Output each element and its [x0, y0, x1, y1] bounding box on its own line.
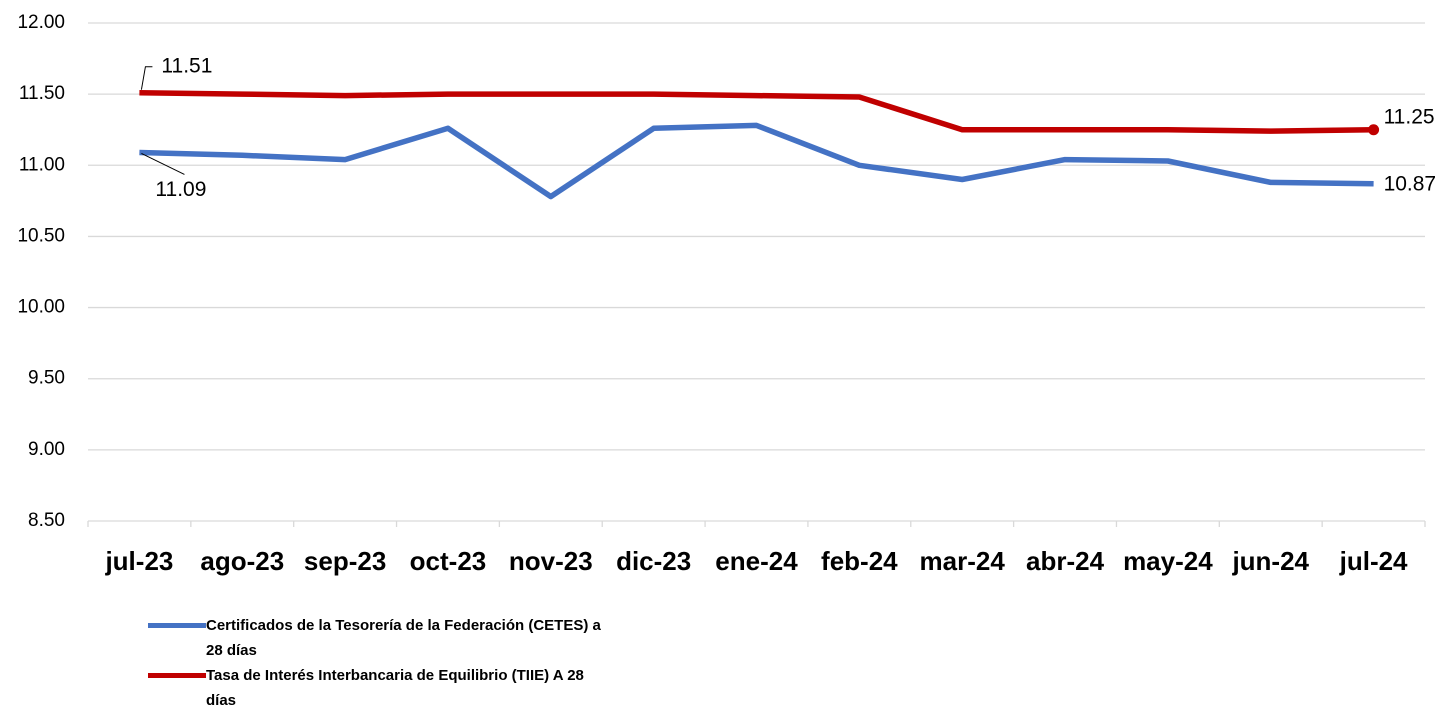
data-label: 11.25	[1384, 105, 1435, 128]
x-tick-label: dic-23	[616, 546, 691, 576]
y-tick-label: 9.00	[28, 439, 65, 460]
y-tick-label: 10.50	[17, 225, 65, 246]
y-tick-label: 11.50	[19, 83, 65, 104]
x-tick-label: sep-23	[304, 546, 386, 576]
data-label: 11.09	[155, 178, 206, 201]
y-tick-label: 8.50	[28, 510, 65, 531]
x-tick-label: jul-23	[104, 546, 173, 576]
leader-line	[141, 153, 185, 175]
x-tick-label: mar-24	[920, 546, 1006, 576]
x-tick-label: nov-23	[509, 546, 593, 576]
x-tick-label: oct-23	[410, 546, 487, 576]
legend-item: Tasa de Interés Interbancaria de Equilib…	[148, 663, 618, 713]
chart: 8.50 9.00 9.50 10.00 10.50 11.00 11.50 12.00 jul…	[17, 12, 1437, 576]
legend-swatch	[148, 623, 206, 628]
point-marker	[1368, 124, 1380, 136]
legend-label: Certificados de la Tesorería de la Feder…	[206, 617, 601, 659]
data-label: 10.87	[1384, 172, 1437, 195]
x-tick-label: jun-24	[1231, 546, 1309, 576]
y-tick-label: 9.50	[28, 368, 65, 389]
data-label: 11.51	[161, 54, 212, 77]
series-line	[139, 122, 1374, 200]
x-tick-label: feb-24	[821, 546, 898, 576]
legend-swatch	[148, 673, 206, 678]
x-tick-label: abr-24	[1026, 546, 1105, 576]
y-tick-label: 10.00	[17, 297, 65, 318]
x-tick-label: may-24	[1123, 546, 1213, 576]
y-tick-label: 12.00	[17, 12, 65, 33]
legend-item: Certificados de la Tesorería de la Feder…	[148, 613, 618, 663]
x-tick-label: ago-23	[200, 546, 284, 576]
y-tick-label: 11.00	[19, 154, 65, 175]
series-line	[139, 89, 1374, 134]
x-tick-label: jul-24	[1339, 546, 1408, 576]
x-tick-label: ene-24	[715, 546, 798, 576]
leader-line	[140, 66, 153, 90]
legend-label: Tasa de Interés Interbancaria de Equilib…	[206, 667, 584, 709]
